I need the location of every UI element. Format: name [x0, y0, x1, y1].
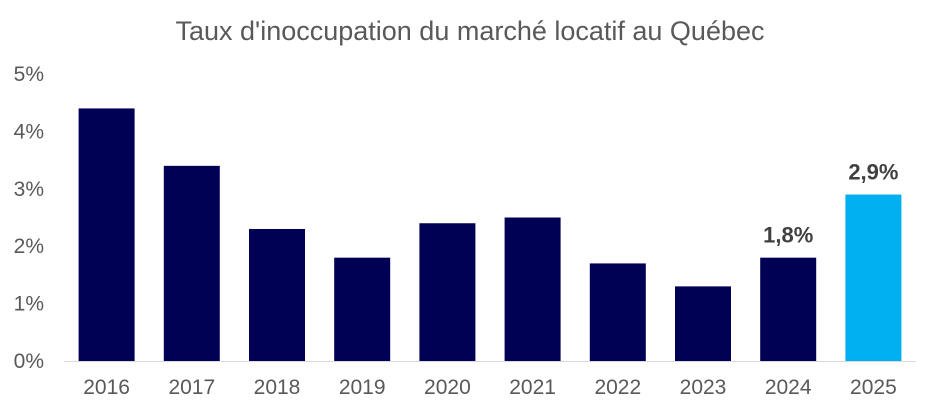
- bar-2017: [163, 165, 220, 361]
- bar-2019: [334, 257, 391, 361]
- y-tick-label: 4%: [14, 120, 44, 143]
- x-tick-label: 2024: [765, 376, 812, 399]
- bar-2016: [78, 108, 135, 361]
- x-tick-label: 2022: [594, 376, 641, 399]
- bar-2024: [760, 257, 817, 361]
- x-tick-label: 2018: [254, 376, 301, 399]
- y-tick-label: 1%: [14, 293, 44, 316]
- x-tick-label: 2016: [83, 376, 130, 399]
- x-tick-label: 2023: [680, 376, 727, 399]
- bar-2022: [589, 263, 646, 361]
- x-tick-label: 2021: [509, 376, 556, 399]
- bar-2018: [249, 228, 305, 361]
- x-tick-label: 2019: [339, 376, 386, 399]
- bar-2025: [845, 194, 902, 361]
- x-tick-label: 2017: [168, 376, 215, 399]
- bar-2023: [675, 286, 731, 361]
- y-tick-label: 5%: [14, 63, 44, 86]
- x-tick-label: 2025: [850, 376, 897, 399]
- y-tick-label: 3%: [14, 178, 44, 201]
- bar-2020: [419, 223, 476, 361]
- x-tick-label: 2020: [424, 376, 471, 399]
- bar-2021: [504, 217, 561, 361]
- y-tick-label: 2%: [14, 235, 44, 258]
- data-label-2024: 1,8%: [763, 223, 813, 248]
- data-label-2025: 2,9%: [848, 160, 898, 185]
- y-tick-label: 0%: [14, 350, 44, 373]
- chart-title: Taux d'inoccupation du marché locatif au…: [175, 16, 765, 46]
